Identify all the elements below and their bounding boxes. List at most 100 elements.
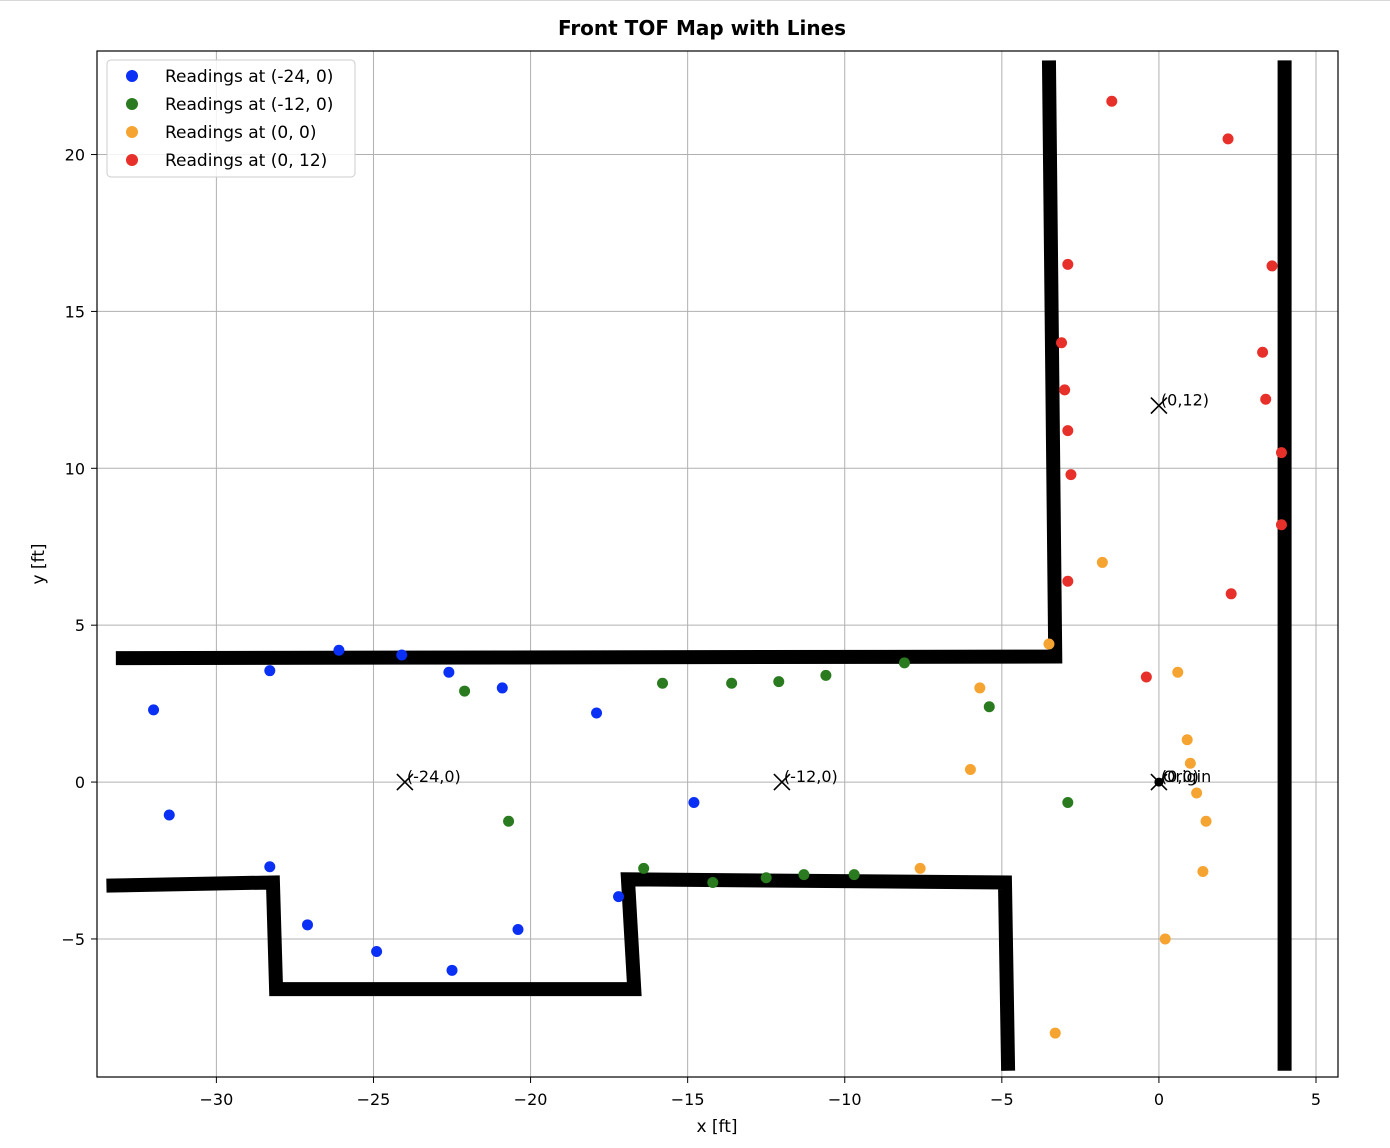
data-point-series-0 xyxy=(512,924,524,936)
data-point-series-2 xyxy=(974,682,986,694)
plot-frame xyxy=(96,50,1339,1078)
data-point-series-0 xyxy=(371,945,383,957)
y-tick-label: −5 xyxy=(61,930,85,949)
legend-swatch xyxy=(126,98,138,110)
data-point-series-2 xyxy=(1043,638,1055,650)
position-marker-x xyxy=(396,773,414,791)
wall-line xyxy=(106,872,1016,1071)
data-point-series-3 xyxy=(1260,393,1272,405)
data-point-series-3 xyxy=(1257,346,1269,358)
data-point-series-2 xyxy=(1200,815,1212,827)
data-point-series-2 xyxy=(1159,933,1171,945)
marker-label: (-24,0) xyxy=(407,767,461,786)
data-point-series-0 xyxy=(163,809,175,821)
data-point-series-3 xyxy=(1106,95,1118,107)
data-point-series-0 xyxy=(301,919,313,931)
wall-lines xyxy=(106,60,1292,1071)
legend: Readings at (-24, 0) Readings at (-12, 0)… xyxy=(106,59,356,178)
top-divider xyxy=(0,0,1390,1)
data-point-series-1 xyxy=(459,685,471,697)
data-point-series-1 xyxy=(503,815,515,827)
scatter-points xyxy=(148,95,1287,1039)
data-point-series-1 xyxy=(638,862,650,874)
data-point-series-3 xyxy=(1275,519,1287,531)
chart-title: Front TOF Map with Lines xyxy=(558,16,846,40)
data-point-series-1 xyxy=(898,657,910,669)
data-point-series-0 xyxy=(446,964,458,976)
legend-label: Readings at (0, 12) xyxy=(165,151,327,171)
y-tick-label: 15 xyxy=(65,302,85,321)
data-point-series-0 xyxy=(443,666,455,678)
data-point-series-0 xyxy=(613,891,625,903)
data-point-series-3 xyxy=(1056,337,1068,349)
x-tick-label: −30 xyxy=(200,1090,234,1109)
position-marker-x xyxy=(773,773,791,791)
data-point-series-1 xyxy=(707,876,719,888)
data-point-series-2 xyxy=(1181,734,1193,746)
legend-label: Readings at (-12, 0) xyxy=(165,95,333,115)
data-point-series-0 xyxy=(264,665,276,677)
y-tick-label: 10 xyxy=(65,459,85,478)
x-tick-label: 5 xyxy=(1311,1090,1321,1109)
y-tick-label: 0 xyxy=(75,773,85,792)
marker-label: (0,12) xyxy=(1161,391,1209,410)
x-tick-label: 0 xyxy=(1154,1090,1164,1109)
origin-label: Origin xyxy=(1163,767,1211,786)
data-point-series-3 xyxy=(1266,260,1278,272)
data-point-series-2 xyxy=(964,764,976,776)
data-point-series-3 xyxy=(1275,447,1287,459)
x-tick-label: −15 xyxy=(671,1090,705,1109)
legend-swatch xyxy=(126,126,138,138)
y-tick-label: 20 xyxy=(65,146,85,165)
data-point-series-0 xyxy=(333,644,345,656)
data-point-series-1 xyxy=(726,677,738,689)
data-point-series-2 xyxy=(1172,666,1184,678)
data-point-series-2 xyxy=(1197,865,1209,877)
data-point-series-2 xyxy=(914,862,926,874)
data-point-series-1 xyxy=(983,701,995,713)
y-tick-label: 5 xyxy=(75,616,85,635)
x-axis-label: x [ft] xyxy=(696,1117,737,1137)
data-point-series-1 xyxy=(657,677,669,689)
legend-swatch xyxy=(126,154,138,166)
axis-ticks: −30 −25 −20 −15 −10 −5 0 5 −5 0 5 10 15 20 xyxy=(61,146,1321,1109)
data-point-series-0 xyxy=(591,707,603,719)
data-point-series-1 xyxy=(798,869,810,881)
x-tick-label: −20 xyxy=(514,1090,548,1109)
position-marker-x xyxy=(1150,396,1168,415)
data-point-series-3 xyxy=(1062,575,1074,587)
data-point-series-2 xyxy=(1191,787,1203,799)
data-point-series-2 xyxy=(1096,556,1108,568)
data-point-series-3 xyxy=(1225,588,1237,600)
data-point-series-1 xyxy=(773,676,785,688)
data-point-series-0 xyxy=(148,704,160,716)
marker-label: (-12,0) xyxy=(784,767,838,786)
data-point-series-1 xyxy=(848,869,860,881)
x-tick-label: −10 xyxy=(828,1090,862,1109)
legend-label: Readings at (-24, 0) xyxy=(165,67,333,87)
data-point-series-0 xyxy=(396,649,408,661)
data-point-series-0 xyxy=(496,682,508,694)
data-point-series-3 xyxy=(1062,425,1074,437)
data-point-series-0 xyxy=(688,796,700,808)
data-point-series-1 xyxy=(760,872,772,884)
position-markers: (-24,0) (-12,0) (0,12) (0,0)Origin xyxy=(396,391,1211,791)
legend-swatch xyxy=(126,70,138,82)
data-point-series-1 xyxy=(1062,796,1074,808)
legend-label: Readings at (0, 0) xyxy=(165,123,316,143)
x-tick-label: −5 xyxy=(990,1090,1014,1109)
data-point-series-2 xyxy=(1049,1027,1061,1039)
data-point-series-3 xyxy=(1140,671,1152,683)
origin-dot xyxy=(1154,777,1164,787)
data-point-series-3 xyxy=(1059,384,1071,396)
grid xyxy=(97,51,1338,1077)
y-axis-label: y [ft] xyxy=(29,543,49,584)
wall-line xyxy=(115,60,1063,666)
data-point-series-3 xyxy=(1062,258,1074,270)
data-point-series-3 xyxy=(1065,469,1077,481)
data-point-series-0 xyxy=(264,861,276,873)
marker-label: (0,0) xyxy=(1161,767,1199,786)
legend-box xyxy=(106,59,356,178)
data-point-series-1 xyxy=(820,669,832,681)
